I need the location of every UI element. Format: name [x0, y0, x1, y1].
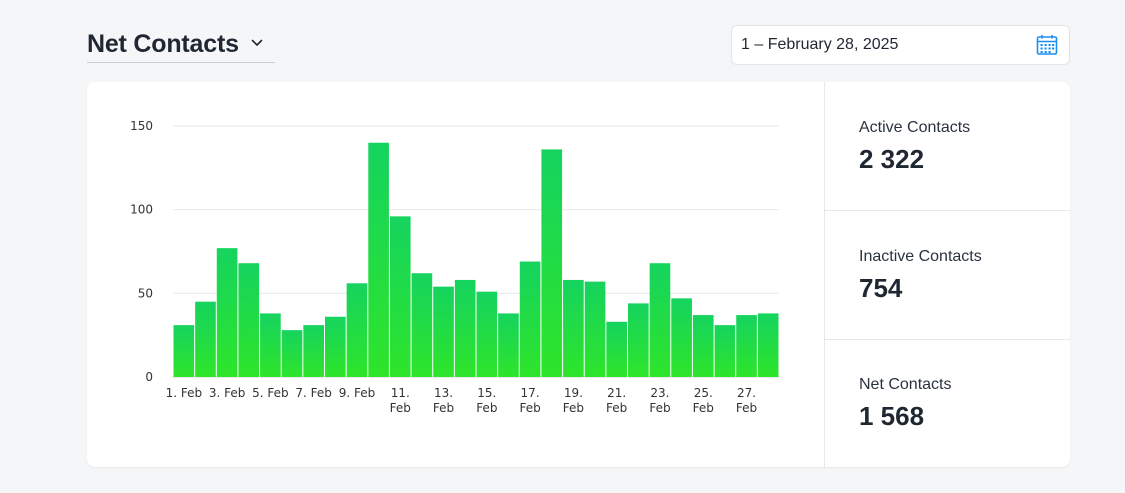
chevron-down-icon [251, 39, 263, 46]
stat-value: 2 322 [859, 144, 925, 174]
bar-18-feb[interactable] [541, 149, 563, 377]
y-tick-label: 50 [138, 286, 153, 300]
bar-11-feb[interactable] [389, 216, 411, 377]
x-tick-label: 13. Feb [433, 386, 454, 415]
bar-21-feb[interactable] [606, 321, 627, 377]
calendar-icon[interactable] [1036, 34, 1058, 56]
x-tick-label: 27. Feb [736, 386, 757, 415]
bar-27-feb[interactable] [736, 315, 757, 377]
bar-17-feb[interactable] [519, 261, 541, 377]
bar-28-feb[interactable] [757, 313, 779, 377]
bar-5-feb[interactable] [260, 313, 281, 377]
stat-value: 754 [859, 273, 903, 303]
bar-8-feb[interactable] [325, 316, 346, 377]
bar-13-feb[interactable] [433, 286, 454, 377]
bar-22-feb[interactable] [628, 303, 649, 377]
stat-value: 1 568 [859, 401, 925, 431]
bar-3-feb[interactable] [216, 248, 238, 377]
stat-net-contacts: Net Contacts 1 568 [859, 375, 951, 431]
bar-15-feb[interactable] [476, 291, 498, 377]
bar-chart: 0 50 100 150 1. Feb 3. Feb 5. Feb 7. Feb 9. Feb… [130, 119, 779, 415]
x-tick-label: 17. Feb [519, 386, 540, 415]
x-tick-label: 5. Feb [252, 386, 289, 400]
y-tick-label: 150 [130, 119, 153, 133]
bar-24-feb[interactable] [671, 298, 692, 377]
bar-20-feb[interactable] [584, 281, 606, 377]
x-tick-label: 23. Feb [649, 386, 670, 415]
bar-10-feb[interactable] [368, 142, 389, 377]
x-tick-label: 7. Feb [295, 386, 332, 400]
bar-16-feb[interactable] [498, 313, 519, 377]
x-tick-label: 9. Feb [339, 386, 376, 400]
stat-active-contacts: Active Contacts 2 322 [859, 118, 970, 174]
x-tick-label: 21. Feb [606, 386, 627, 415]
stat-inactive-contacts: Inactive Contacts 754 [859, 247, 982, 303]
stat-label: Inactive Contacts [859, 248, 982, 265]
chart-card: 0 50 100 150 1. Feb 3. Feb 5. Feb 7. Feb 9. Feb… [87, 82, 1070, 467]
bar-9-feb[interactable] [346, 283, 368, 377]
stat-divider [825, 339, 1070, 340]
y-tick-label: 100 [130, 203, 153, 217]
bar-26-feb[interactable] [714, 325, 736, 377]
panel-divider [824, 82, 825, 467]
x-tick-label: 11. Feb [390, 386, 411, 415]
date-range-input[interactable]: 1 – February 28, 2025 [741, 36, 899, 53]
bar-14-feb[interactable] [454, 279, 476, 377]
page-title: Net Contacts [87, 30, 239, 58]
stat-label: Active Contacts [859, 119, 971, 136]
x-tick-label: 3. Feb [209, 386, 246, 400]
bar-12-feb[interactable] [411, 273, 433, 377]
bar-6-feb[interactable] [281, 330, 303, 377]
x-tick-label: 19. Feb [563, 386, 584, 415]
bar-19-feb[interactable] [563, 279, 584, 377]
bar-2-feb[interactable] [195, 301, 216, 377]
date-range-picker[interactable]: 1 – February 28, 2025 [731, 25, 1070, 65]
stat-divider [825, 210, 1070, 211]
chart-selector[interactable]: Net Contacts [87, 28, 275, 63]
x-tick-label: 15. Feb [476, 386, 497, 415]
bar-23-feb[interactable] [649, 263, 671, 377]
bar-25-feb[interactable] [692, 315, 714, 377]
y-tick-label: 0 [145, 370, 153, 384]
bar-4-feb[interactable] [238, 263, 260, 377]
stat-label: Net Contacts [859, 376, 952, 393]
bar-1-feb[interactable] [173, 325, 195, 377]
bar-7-feb[interactable] [303, 325, 324, 377]
x-tick-label: 25. Feb [693, 386, 714, 415]
x-tick-label: 1. Feb [166, 386, 203, 400]
